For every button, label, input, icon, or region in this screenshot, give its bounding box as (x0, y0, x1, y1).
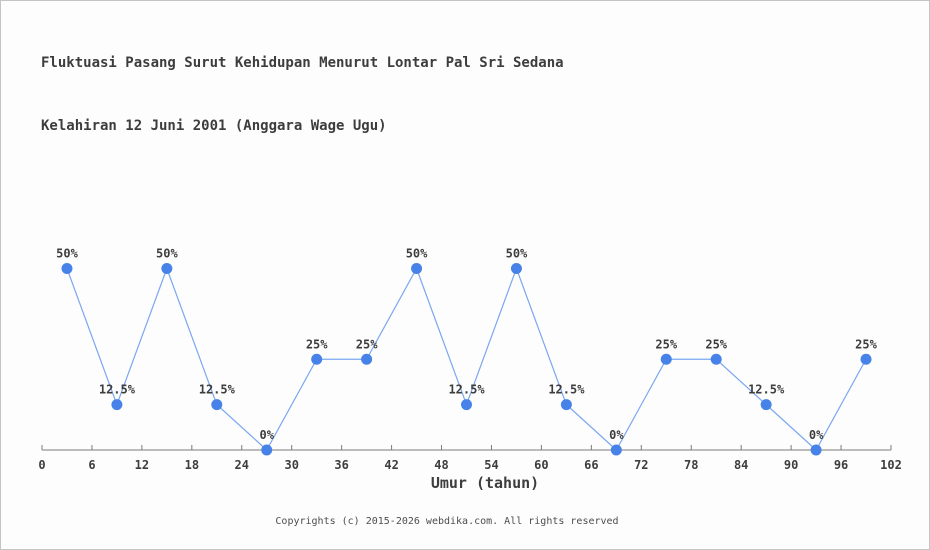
data-point (860, 353, 872, 365)
x-tick-label: 18 (185, 458, 199, 472)
x-tick-label: 54 (484, 458, 498, 472)
x-tick-label: 36 (334, 458, 348, 472)
data-point (411, 263, 423, 274)
data-point-label: 12.5% (748, 383, 785, 397)
data-point (61, 263, 73, 274)
x-tick-label: 84 (734, 458, 748, 472)
copyright-text: Copyrights (c) 2015-2026 webdika.com. Al… (275, 516, 619, 527)
x-tick-label: 66 (584, 458, 598, 472)
data-point-label: 12.5% (99, 383, 136, 397)
data-point (510, 263, 522, 274)
data-point-label: 25% (356, 337, 378, 351)
data-point-label: 50% (156, 247, 178, 261)
data-point (161, 263, 173, 274)
x-tick-label: 12 (135, 458, 149, 472)
data-point (111, 399, 123, 411)
data-point-label: 50% (506, 247, 528, 261)
data-point-label: 12.5% (548, 383, 585, 397)
x-tick-label: 48 (434, 458, 448, 472)
x-tick-label: 102 (880, 458, 902, 472)
x-tick-label: 30 (284, 458, 298, 472)
data-point (710, 353, 722, 365)
data-point (311, 353, 323, 365)
x-axis-label: Umur (tahun) (431, 474, 539, 492)
data-point (261, 444, 273, 456)
chart-title: Fluktuasi Pasang Surut Kehidupan Menurut… (41, 11, 564, 179)
data-point-label: 25% (306, 337, 328, 351)
data-point (810, 444, 822, 456)
data-point-label: 0% (609, 428, 624, 442)
x-tick-label: 60 (534, 458, 548, 472)
chart-title-line1: Fluktuasi Pasang Surut Kehidupan Menurut… (41, 55, 564, 71)
data-point-label: 12.5% (199, 383, 236, 397)
data-point-label: 25% (655, 337, 677, 351)
chart-title-line2: Kelahiran 12 Juni 2001 (Anggara Wage Ugu… (41, 118, 387, 134)
x-tick-label: 78 (684, 458, 698, 472)
data-point (760, 399, 772, 411)
x-tick-label: 96 (834, 458, 848, 472)
data-point-label: 25% (705, 337, 727, 351)
data-point-label: 50% (56, 247, 78, 261)
data-point-label: 12.5% (448, 383, 485, 397)
data-point-label: 0% (260, 428, 275, 442)
x-tick-label: 42 (384, 458, 398, 472)
series-line (66, 266, 867, 451)
data-point (610, 444, 622, 456)
x-tick-label: 24 (235, 458, 249, 472)
data-point (461, 399, 472, 411)
x-tick-label: 90 (784, 458, 798, 472)
data-point (660, 353, 672, 365)
x-tick-label: 0 (38, 458, 45, 472)
data-point-label: 25% (855, 337, 877, 351)
data-point (560, 399, 572, 411)
data-point-label: 50% (406, 247, 428, 261)
x-tick-label: 72 (634, 458, 648, 472)
data-point-label: 0% (809, 428, 824, 442)
data-point (211, 399, 223, 411)
data-point (361, 353, 373, 365)
x-tick-label: 6 (88, 458, 95, 472)
